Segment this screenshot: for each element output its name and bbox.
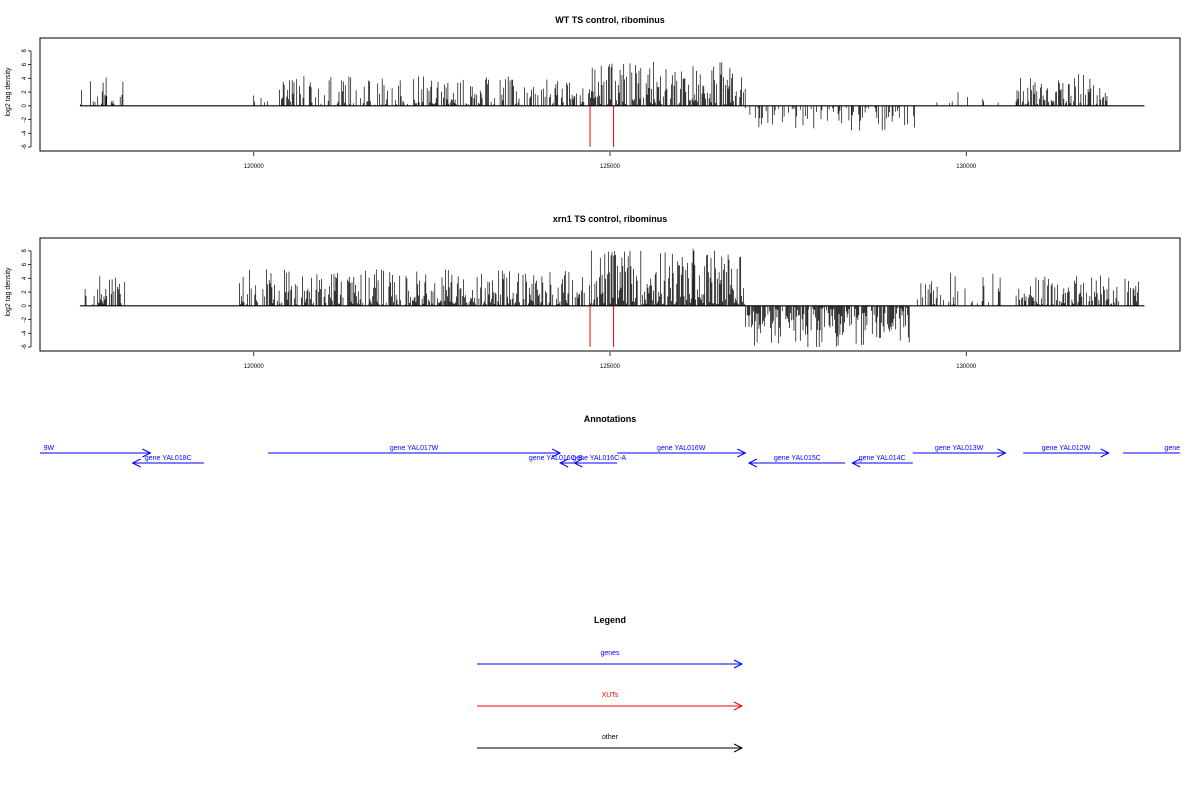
legend-item-genes: genes bbox=[477, 650, 744, 669]
gene-label: gene YAL016C-A bbox=[572, 455, 626, 462]
y-tick-label: -6 bbox=[22, 344, 28, 350]
legend-arrow-head bbox=[733, 743, 744, 753]
wt-track-ylabel: log2 tag density bbox=[5, 67, 12, 117]
gene-arrow-head bbox=[737, 448, 747, 458]
density-bars-segment-4 bbox=[916, 272, 1001, 306]
wt-track-panel: WT TS control, ribominus log2 tag densit… bbox=[5, 15, 1181, 170]
wt-track-title: WT TS control, ribominus bbox=[555, 15, 665, 25]
y-tick-label: -4 bbox=[22, 330, 28, 336]
legend: Legend genes XUTs other bbox=[477, 615, 744, 753]
y-tick-label: 8 bbox=[22, 49, 28, 53]
annotations-title: Annotations bbox=[584, 414, 637, 424]
x-tick-label: 125000 bbox=[600, 164, 621, 170]
legend-items: genes XUTs other bbox=[477, 650, 744, 753]
gene-arrow-head bbox=[1100, 448, 1110, 458]
y-tick-label: 4 bbox=[22, 76, 28, 80]
gene-annotation: gene bbox=[1123, 445, 1180, 454]
xrn1-track-xut-marks bbox=[589, 305, 615, 347]
gene-label: gene YAL017W bbox=[390, 445, 439, 452]
y-tick-label: 6 bbox=[22, 62, 28, 66]
legend-item-other: other bbox=[477, 734, 744, 753]
y-tick-label: -6 bbox=[22, 144, 28, 150]
density-bars-segment-6 bbox=[1015, 74, 1108, 106]
density-bars-segment-3 bbox=[588, 61, 746, 106]
y-tick-label: -2 bbox=[22, 116, 28, 122]
gene-annotation: gene YAL012W bbox=[1023, 445, 1110, 458]
gene-arrow-head bbox=[131, 458, 141, 468]
density-bars-segment-2 bbox=[588, 248, 746, 306]
y-tick-label: 2 bbox=[22, 90, 28, 94]
gene-annotation: gene YAL016C-A bbox=[572, 455, 627, 468]
y-tick-label: 2 bbox=[22, 290, 28, 294]
xrn1-track-bars bbox=[80, 248, 1139, 347]
legend-label: other bbox=[602, 734, 619, 741]
gene-annotation: gene YAL018C bbox=[131, 455, 204, 468]
legend-item-xuts: XUTs bbox=[477, 692, 744, 711]
gene-label: gene YAL014C bbox=[859, 455, 906, 462]
gene-annotation: gene YAL015C bbox=[747, 455, 846, 468]
x-tick-label: 130000 bbox=[956, 364, 977, 370]
density-bars-segment-4 bbox=[745, 105, 915, 131]
xrn1-track-axes: -6 -4 -2 0 2 4 6 8 120000 125000 130000 bbox=[22, 249, 1145, 370]
gene-annotation: gene YAL016W bbox=[617, 445, 747, 458]
density-bars-segment-1 bbox=[253, 95, 268, 106]
density-bars-segment-1 bbox=[239, 269, 585, 306]
annotations-panel: Annotations 9W gene YAL018C gene YAL017W ge… bbox=[40, 414, 1180, 468]
density-bars-segment-5 bbox=[936, 92, 999, 106]
y-tick-label: 0 bbox=[22, 303, 28, 307]
gene-label: gene YAL015C bbox=[774, 455, 821, 462]
gene-label: 9W bbox=[44, 445, 55, 452]
wt-track-plot-frame bbox=[39, 37, 1181, 152]
xrn1-track-ylabel: log2 tag density bbox=[5, 267, 12, 317]
density-bars-segment-0 bbox=[80, 77, 126, 106]
x-tick-label: 120000 bbox=[244, 364, 265, 370]
legend-arrow-head bbox=[733, 659, 744, 669]
gene-arrows: 9W gene YAL018C gene YAL017W gene YAL016C-B… bbox=[40, 445, 1180, 468]
xrn1-track-title: xrn1 TS control, ribominus bbox=[553, 214, 668, 224]
gene-arrow-head bbox=[559, 458, 569, 468]
density-bars-segment-3 bbox=[745, 305, 910, 347]
y-tick-label: 8 bbox=[22, 249, 28, 253]
legend-label: genes bbox=[600, 650, 620, 657]
gene-arrow-head bbox=[142, 448, 152, 458]
y-tick-label: 4 bbox=[22, 276, 28, 280]
legend-label: XUTs bbox=[602, 692, 619, 699]
gene-arrow-head bbox=[851, 458, 861, 468]
wt-track-bars bbox=[80, 61, 1108, 131]
gene-annotation: gene YAL017W bbox=[268, 445, 562, 458]
gene-label: gene YAL016C-B bbox=[529, 455, 583, 462]
x-tick-label: 125000 bbox=[600, 364, 621, 370]
legend-title: Legend bbox=[594, 615, 626, 625]
gene-annotation: 9W bbox=[40, 445, 152, 458]
y-tick-label: -4 bbox=[22, 130, 28, 136]
gene-arrow-head bbox=[997, 448, 1007, 458]
density-bars-segment-0 bbox=[80, 276, 126, 306]
y-tick-label: -2 bbox=[22, 316, 28, 322]
y-tick-label: 0 bbox=[22, 103, 28, 107]
density-bars-segment-2 bbox=[279, 76, 585, 106]
xrn1-track-plot-frame bbox=[39, 237, 1181, 352]
wt-track-xut-marks bbox=[589, 105, 615, 147]
xrn1-track-panel: xrn1 TS control, ribominus log2 tag dens… bbox=[5, 214, 1181, 370]
x-tick-label: 120000 bbox=[244, 164, 265, 170]
gene-label: gene YAL013W bbox=[935, 445, 984, 452]
gene-label: gene YAL012W bbox=[1042, 445, 1091, 452]
gene-label: gene YAL018C bbox=[145, 455, 192, 462]
gene-label: gene YAL016W bbox=[657, 445, 706, 452]
gene-label: gene bbox=[1164, 445, 1180, 452]
y-tick-label: 6 bbox=[22, 262, 28, 266]
legend-arrow-head bbox=[733, 701, 744, 711]
gene-annotation: gene YAL013W bbox=[912, 445, 1007, 458]
gene-arrow-head bbox=[551, 448, 562, 458]
gene-annotation: gene YAL014C bbox=[851, 455, 913, 468]
density-bars-segment-5 bbox=[1015, 275, 1139, 306]
gene-arrow-head bbox=[747, 458, 758, 468]
wt-track-axes: -6 -4 -2 0 2 4 6 8 120000 125000 130000 bbox=[22, 49, 1145, 170]
x-tick-label: 130000 bbox=[956, 164, 977, 170]
gene-arrow-head bbox=[573, 458, 583, 468]
